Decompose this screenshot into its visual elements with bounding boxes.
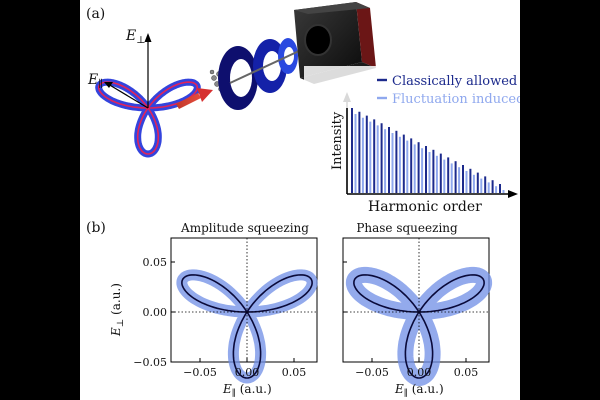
beam-arrowhead-icon (197, 88, 213, 102)
subplot-phase: −0.05 0.00 0.05 E∥ (a.u.) (342, 237, 493, 399)
arrow-up-icon (144, 33, 152, 42)
xtick-right-0: −0.05 (355, 366, 389, 379)
panel-a-label: (a) (86, 6, 105, 22)
legend-classical-label: Classically allowed (392, 74, 517, 89)
polarization-axes (104, 33, 152, 109)
spectrum-xlabel: Harmonic order (368, 199, 482, 215)
laser-beam (176, 88, 213, 109)
xtick-right-2: 0.05 (454, 366, 479, 379)
figure-svg: (a) E⊥ E∥ (86, 2, 520, 399)
panel-b-label: (b) (86, 220, 106, 236)
figure: (a) E⊥ E∥ (80, 0, 520, 400)
x-axis-arrow-icon (508, 190, 518, 198)
subplot-amplitude: 0.05 0.00 −0.05 −0.05 0.00 0.05 E∥ (a.u.… (133, 237, 318, 399)
ytick-2: −0.05 (133, 356, 167, 369)
arrow-left-icon (104, 82, 113, 88)
lens-icon (304, 24, 332, 56)
ytick-0: 0.05 (143, 256, 168, 269)
spectrum-ylabel: Intensity (330, 111, 345, 170)
subplot-title-amplitude: Amplitude squeezing (180, 221, 309, 235)
detector-cube (294, 2, 376, 84)
xlabel-left: E∥ (a.u.) (222, 382, 272, 399)
spectrum-legend: Classically allowed Fluctuation induced (304, 66, 520, 108)
xlabel-right: E∥ (a.u.) (394, 382, 444, 399)
xtick-right-1: 0.00 (407, 366, 432, 379)
subplot-title-phase: Phase squeezing (356, 221, 458, 235)
optical-elements (218, 38, 313, 110)
spectrum-plot: Intensity Harmonic order (330, 92, 518, 215)
ytick-1: 0.00 (143, 306, 168, 319)
xtick-left-1: 0.00 (235, 366, 260, 379)
xtick-left-2: 0.05 (282, 366, 307, 379)
e-par-label: E∥ (87, 72, 103, 90)
legend-fluct-label: Fluctuation induced (392, 92, 520, 107)
e-perp-label: E⊥ (125, 28, 146, 46)
xtick-left-0: −0.05 (183, 366, 217, 379)
spectrum-bars (351, 108, 505, 193)
ylabel-e-perp: E⊥ (a.u.) (109, 283, 126, 337)
